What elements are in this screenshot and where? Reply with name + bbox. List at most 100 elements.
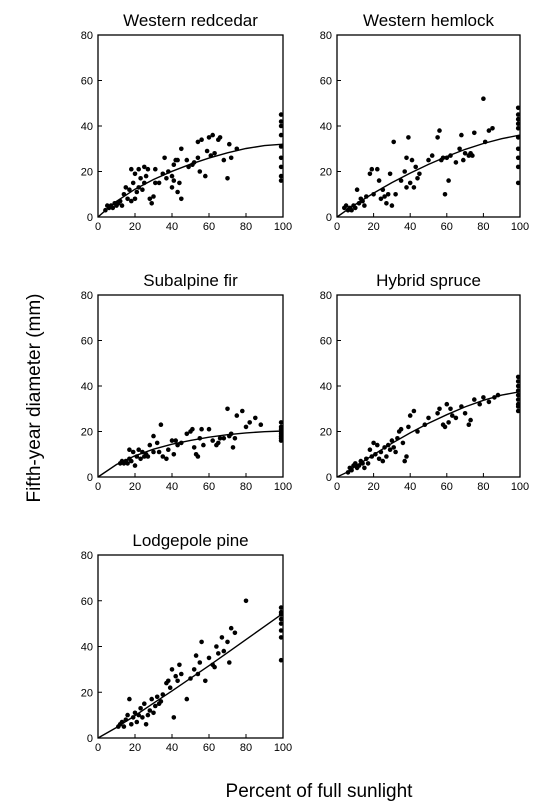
data-point (169, 173, 175, 179)
data-point (409, 157, 415, 163)
data-point (444, 401, 450, 407)
x-tick-label: 60 (203, 221, 215, 233)
data-point (125, 461, 130, 466)
y-tick-label: 80 (81, 30, 93, 42)
data-point (138, 706, 143, 711)
x-tick-label: 20 (367, 221, 379, 233)
data-point (360, 461, 365, 466)
data-point (184, 431, 190, 437)
data-point (127, 696, 132, 702)
data-point (413, 164, 419, 170)
data-point (151, 710, 156, 716)
data-point (482, 139, 488, 145)
plot-frame (97, 294, 284, 478)
data-point (417, 171, 422, 177)
data-point (437, 406, 442, 412)
data-point (437, 128, 442, 133)
data-point (191, 667, 197, 672)
data-point (515, 397, 521, 402)
data-point (199, 639, 204, 645)
data-point (468, 417, 473, 423)
data-point (481, 96, 486, 101)
data-point (103, 207, 108, 213)
data-point (158, 699, 164, 704)
data-point (191, 445, 197, 450)
data-point (166, 169, 171, 174)
data-point (175, 442, 180, 448)
data-point (123, 185, 129, 190)
data-point (153, 166, 158, 172)
y-tick-label: 80 (81, 290, 93, 302)
x-tick-label: 80 (477, 481, 489, 493)
data-point (404, 155, 409, 161)
data-point (369, 166, 375, 172)
x-tick-label: 40 (404, 481, 416, 493)
data-point (385, 192, 391, 197)
data-point (389, 203, 395, 208)
data-point (197, 169, 203, 174)
x-tick-label: 0 (95, 481, 101, 493)
data-point (160, 692, 166, 697)
data-point (391, 139, 397, 145)
data-point (278, 605, 284, 610)
data-point (179, 671, 184, 677)
data-point (210, 438, 215, 443)
x-tick-label: 40 (166, 481, 178, 493)
data-point (278, 155, 284, 161)
data-point (462, 411, 468, 416)
x-tick-label: 20 (129, 481, 141, 493)
data-point (230, 445, 236, 450)
fit-curve (97, 143, 284, 218)
data-point (243, 424, 249, 430)
x-tick-label: 80 (240, 481, 252, 493)
data-point (175, 189, 180, 195)
data-point (353, 461, 358, 466)
data-point (147, 708, 153, 713)
data-point (470, 153, 475, 158)
data-point (375, 442, 380, 448)
data-point (426, 157, 431, 163)
data-point (278, 635, 284, 640)
data-point (208, 153, 214, 158)
data-point (398, 426, 404, 432)
panel-lodgepole-pine: Lodgepole pine 0 20 40 60 80 100 0 20 40 60 80 (81, 531, 292, 754)
x-tick-label: 0 (334, 481, 340, 493)
panel-title: Lodgepole pine (132, 531, 248, 550)
x-tick-label: 40 (404, 221, 416, 233)
data-point (435, 135, 440, 140)
x-tick-label: 0 (95, 742, 101, 754)
data-point (156, 449, 162, 455)
x-tick-label: 80 (240, 742, 252, 754)
data-point (393, 192, 398, 197)
data-point (380, 187, 386, 192)
data-point (472, 397, 477, 402)
data-point (166, 447, 171, 453)
data-point (426, 415, 431, 421)
data-point (353, 205, 358, 211)
data-point (448, 153, 453, 158)
data-point (515, 408, 521, 414)
panel-western-redcedar: Western redcedar 0 20 40 60 80 100 0 20 40 60 80 (81, 11, 292, 233)
data-point (453, 415, 459, 421)
y-tick-label: 40 (81, 642, 93, 654)
data-point (367, 171, 373, 177)
data-point (154, 694, 160, 700)
x-tick-label: 100 (511, 221, 529, 233)
data-point (123, 717, 129, 722)
data-point (415, 176, 420, 181)
data-point (466, 422, 472, 428)
data-point (442, 424, 448, 430)
y-tick-label: 20 (81, 427, 93, 439)
y-tick-label: 80 (320, 290, 332, 302)
y-tick-label: 60 (320, 336, 332, 348)
data-point (371, 440, 376, 446)
data-point (136, 447, 141, 453)
plot-frame (97, 554, 284, 739)
data-point (134, 454, 140, 459)
data-point (515, 112, 521, 117)
data-point (175, 157, 180, 163)
plot-frame (97, 34, 284, 218)
data-point (132, 463, 138, 468)
data-point (197, 436, 203, 441)
